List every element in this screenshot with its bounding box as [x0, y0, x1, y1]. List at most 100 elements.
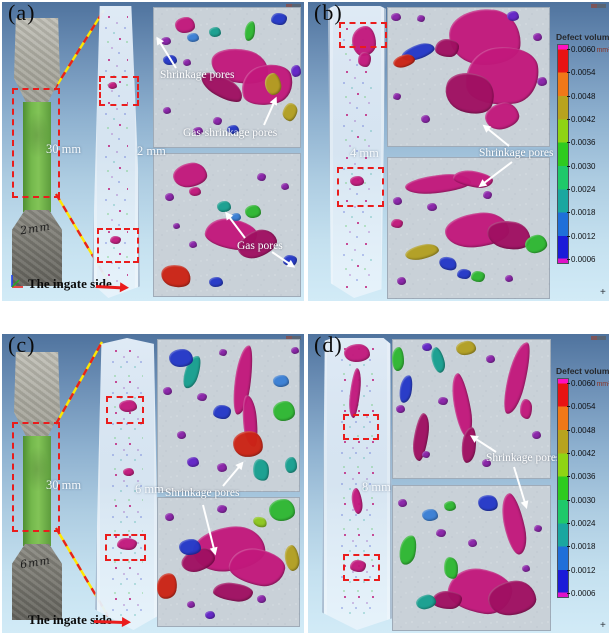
colorbar-tick: 0.0018 — [566, 208, 596, 217]
pore-blob — [444, 501, 456, 511]
pore-blob — [393, 197, 402, 205]
colorbar-bar — [557, 378, 569, 598]
colorbar-tick: 0.0048 — [566, 426, 596, 435]
pore-blob — [165, 193, 174, 201]
pore-blob — [219, 349, 227, 356]
colorbar-title: Defect volume — [556, 366, 609, 376]
pore-blob — [281, 183, 289, 190]
pore-blob — [358, 52, 371, 67]
pore-blob — [476, 493, 500, 513]
colorbar-tick: 0.0060mm³ — [566, 45, 609, 54]
pore-blob — [171, 160, 209, 190]
pore-blob — [291, 347, 299, 354]
annotation-shrinkage-pores: Shrinkage pores — [486, 452, 561, 464]
colorbar-tick: 0.0012 — [566, 566, 596, 575]
colorbar: Defect volume 0.0060mm³ 0.0054 0.0048 0.… — [554, 32, 609, 277]
pore-blob — [257, 595, 266, 603]
axes-icon — [11, 275, 23, 288]
pore-blob — [193, 127, 203, 135]
specimen-grip-bottom: 2mm — [12, 210, 62, 286]
pore-blob — [392, 347, 404, 371]
colorbar-tick: 0.0024 — [566, 185, 596, 194]
colorbar-tick: 0.0060mm³ — [566, 379, 609, 388]
pore-blob — [231, 429, 265, 459]
inset-top — [157, 339, 300, 492]
roi-box-top — [343, 414, 379, 440]
pore-blob — [397, 374, 415, 404]
pore-blob — [283, 544, 300, 572]
pore-blob — [391, 219, 403, 228]
cursor-plus: + — [600, 287, 606, 298]
colorbar-tick: 0.0024 — [566, 519, 596, 528]
pore-blob — [534, 525, 542, 532]
colorbar-tick: 0.0048 — [566, 92, 596, 101]
pore-blob — [483, 191, 492, 199]
roi-box-bottom — [97, 228, 139, 263]
pore-blob — [177, 431, 186, 439]
pore-blob — [398, 499, 407, 507]
pore-blob — [110, 236, 121, 244]
pore-blob — [533, 33, 542, 41]
pore-blob — [437, 254, 459, 273]
pore-blob — [213, 405, 231, 419]
pore-blob — [257, 173, 266, 181]
pore-blob — [183, 59, 191, 66]
panel-label: (b) — [314, 2, 343, 25]
pore-blob — [537, 77, 547, 86]
watermark — [286, 4, 301, 8]
annotation-gas-shrinkage-pores: Gas-shrinkage pores — [183, 127, 278, 139]
pore-blob — [187, 601, 195, 608]
ingate-label: The ingate side — [28, 276, 112, 291]
specimen-gauge-section — [23, 436, 51, 546]
pore-blob — [422, 509, 438, 521]
pore-blob — [197, 393, 207, 401]
pore-blob — [391, 13, 401, 21]
ct-column — [322, 338, 392, 630]
colorbar-tick: 0.0018 — [566, 542, 596, 551]
pore-blob — [393, 93, 401, 100]
colorbar-unit: mm³ — [596, 381, 609, 388]
pore-blob — [280, 101, 300, 123]
pore-blob — [157, 571, 180, 601]
pore-blob — [179, 539, 201, 555]
colorbar-tick: 0.0036 — [566, 138, 596, 147]
sample-thickness-label: 2 mm — [137, 144, 166, 158]
pore-blob — [421, 115, 430, 123]
pore-blob — [397, 533, 419, 567]
pore-blob — [520, 399, 532, 419]
sample-thickness-label: 4 mm — [350, 146, 379, 160]
pore-blob — [217, 505, 227, 513]
colorbar-tick: 0.0042 — [566, 449, 596, 458]
pore-blob — [455, 340, 477, 356]
pore-blob — [522, 565, 530, 572]
pore-blob — [422, 451, 430, 458]
pore-blob — [438, 397, 448, 405]
annotation-arrow — [263, 102, 275, 126]
colorbar-tick: 0.0006 — [566, 589, 596, 598]
inset-bottom — [157, 497, 300, 627]
roi-box-bottom — [343, 554, 380, 581]
pore-blob — [119, 400, 137, 412]
annotation-shrinkage-pores: Shrinkage pores — [165, 487, 240, 499]
colorbar-tick: 0.0036 — [566, 472, 596, 481]
watermark — [591, 336, 606, 340]
inset-top: Shrinkage pores Gas-shrinkage pores — [153, 7, 301, 148]
handwritten-label: 2mm — [19, 219, 52, 238]
pore-blob — [507, 11, 519, 21]
specimen-gauge-section — [23, 102, 51, 212]
annotation-shrinkage-pores: Shrinkage pores — [479, 147, 554, 159]
roi-box-top — [339, 22, 387, 48]
pore-blob — [165, 513, 174, 521]
sample-thickness-label: 8 mm — [362, 480, 391, 494]
inset-top — [392, 339, 551, 479]
pore-blob — [532, 431, 541, 439]
panel-label: (d) — [314, 334, 343, 357]
panel-a: (a) 2mm 30 mm 2 mm — [2, 2, 304, 301]
pore-blob — [217, 201, 231, 212]
pore-blob — [427, 203, 437, 211]
colorbar: Defect volume 0.0060mm³ 0.0054 0.0048 0.… — [554, 366, 609, 611]
pore-blob — [417, 15, 425, 22]
pore-blob — [505, 275, 513, 282]
pore-blob — [227, 125, 239, 134]
